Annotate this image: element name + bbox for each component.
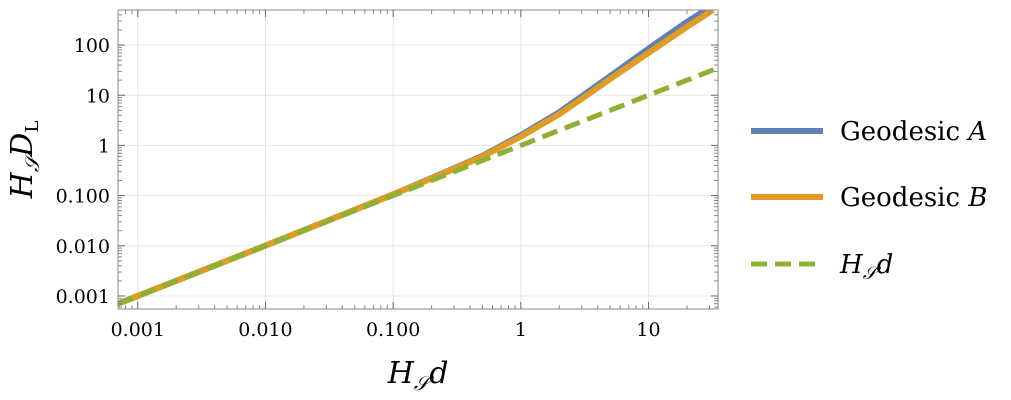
x-tick-label: 0.100 [366,319,420,341]
legend-label-rest: d [877,250,894,280]
y-axis-label-main: H [5,171,40,199]
legend-label-main: Geodesic [840,117,968,147]
legend-label-0: Geodesic A [840,117,987,147]
y-axis-label: H𝒮DL [5,121,44,200]
legend-label-main: H [839,250,864,280]
y-tick-label: 10 [86,85,110,107]
series-line-1 [118,10,715,307]
series-layer [118,10,718,307]
y-tick-label: 100 [74,35,110,57]
x-tick-label: 1 [515,319,527,341]
y-axis-label-rest: D [5,133,40,158]
grid [118,10,718,309]
legend-label-main: Geodesic [840,183,968,213]
y-axis-label-rest-sub: L [22,121,43,133]
legend-label-var: B [967,183,987,213]
legend-label-var: A [966,117,987,147]
y-tick-label: 0.001 [56,286,110,308]
ticks: 0.001 0.010 0.100 1 10 0.001 0.010 0.100 1 10 100 [56,10,718,341]
y-tick-label: 1 [98,135,110,157]
series-line-2 [118,65,718,307]
x-axis-label: H𝒮d [387,356,449,395]
x-axis-label-main: H [387,356,415,391]
x-tick-label: 0.001 [111,319,165,341]
series-line-0 [118,10,708,307]
x-tick-label: 0.010 [238,319,292,341]
y-tick-label: 0.100 [56,186,110,208]
legend-label-2: H𝒮d [839,250,893,284]
x-tick-label: 10 [636,319,660,341]
x-axis-label-rest: d [429,356,448,391]
y-tick-label: 0.010 [56,236,110,258]
plot-frame [117,9,719,310]
legend-label-1: Geodesic B [840,183,987,213]
